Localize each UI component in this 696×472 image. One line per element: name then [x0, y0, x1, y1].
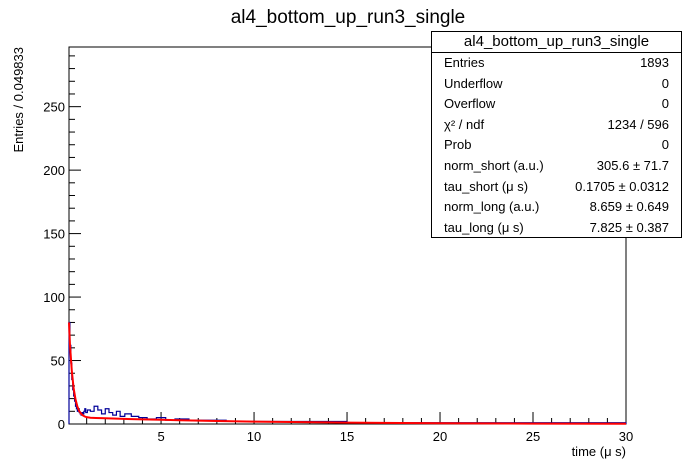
stats-row: Prob 0: [432, 135, 681, 156]
stats-value: 1234 / 596: [607, 116, 669, 132]
stats-value: 0: [661, 96, 669, 112]
x-tick-label: 5: [157, 429, 164, 444]
stats-row: norm_long (a.u.) 8.659 ± 0.649: [432, 197, 681, 218]
y-tick-label: 0: [58, 417, 65, 432]
stats-value: 0.1705 ± 0.0312: [575, 178, 669, 194]
x-axis: 5 10 15 20 25 30: [86, 412, 633, 444]
y-tick-label: 150: [43, 227, 65, 242]
fit-curve: [68, 322, 627, 425]
stats-row: Entries 1893: [432, 53, 681, 74]
x-tick-label: 25: [526, 429, 540, 444]
stats-label: χ² / ndf: [444, 116, 485, 132]
stats-value: 305.6 ± 71.7: [596, 157, 669, 173]
histogram-step: [68, 321, 627, 424]
x-tick-label: 15: [340, 429, 354, 444]
y-tick-label: 200: [43, 163, 65, 178]
stats-value: 0: [661, 137, 669, 153]
y-tick-label: 250: [43, 100, 65, 115]
stats-box: al4_bottom_up_run3_single Entries 1893 Und…: [431, 31, 682, 238]
stats-row: tau_long (μ s) 7.825 ± 0.387: [432, 218, 681, 239]
x-axis-label: time (μ s): [572, 444, 626, 459]
stats-row: tau_short (μ s) 0.1705 ± 0.0312: [432, 177, 681, 198]
histogram: [68, 321, 627, 424]
stats-title: al4_bottom_up_run3_single: [432, 32, 681, 53]
stats-rows: Entries 1893 Underflow 0 Overflow 0 χ² / ndf 12…: [432, 53, 681, 238]
stats-label: Entries: [444, 55, 485, 70]
stats-row: norm_short (a.u.) 305.6 ± 71.7: [432, 156, 681, 177]
stats-value: 0: [661, 75, 669, 91]
y-tick-label: 100: [43, 290, 65, 305]
y-axis: 0 50 100 150 200 250: [43, 55, 81, 432]
y-axis-label: Entries / 0.049833: [11, 47, 26, 153]
stats-label: norm_long (a.u.): [444, 199, 540, 215]
stats-label: tau_short (μ s): [444, 178, 529, 194]
stats-label: Overflow: [444, 96, 496, 112]
y-tick-label: 50: [51, 354, 65, 369]
stats-row: Overflow 0: [432, 94, 681, 115]
chart-title: al4_bottom_up_run3_single: [231, 7, 466, 28]
x-tick-label: 20: [433, 429, 447, 444]
stats-label: tau_long (μ s): [444, 219, 524, 235]
stats-value: 8.659 ± 0.649: [589, 199, 669, 215]
stats-label: Prob: [444, 137, 472, 153]
stats-value: 7.825 ± 0.387: [589, 219, 669, 235]
x-tick-label: 10: [247, 429, 261, 444]
stats-row: χ² / ndf 1234 / 596: [432, 115, 681, 136]
stats-label: norm_short (a.u.): [444, 157, 544, 173]
x-tick-label: 30: [619, 429, 633, 444]
stats-value: 1893: [640, 55, 669, 70]
stats-label: Underflow: [444, 75, 503, 91]
stats-row: Underflow 0: [432, 74, 681, 95]
